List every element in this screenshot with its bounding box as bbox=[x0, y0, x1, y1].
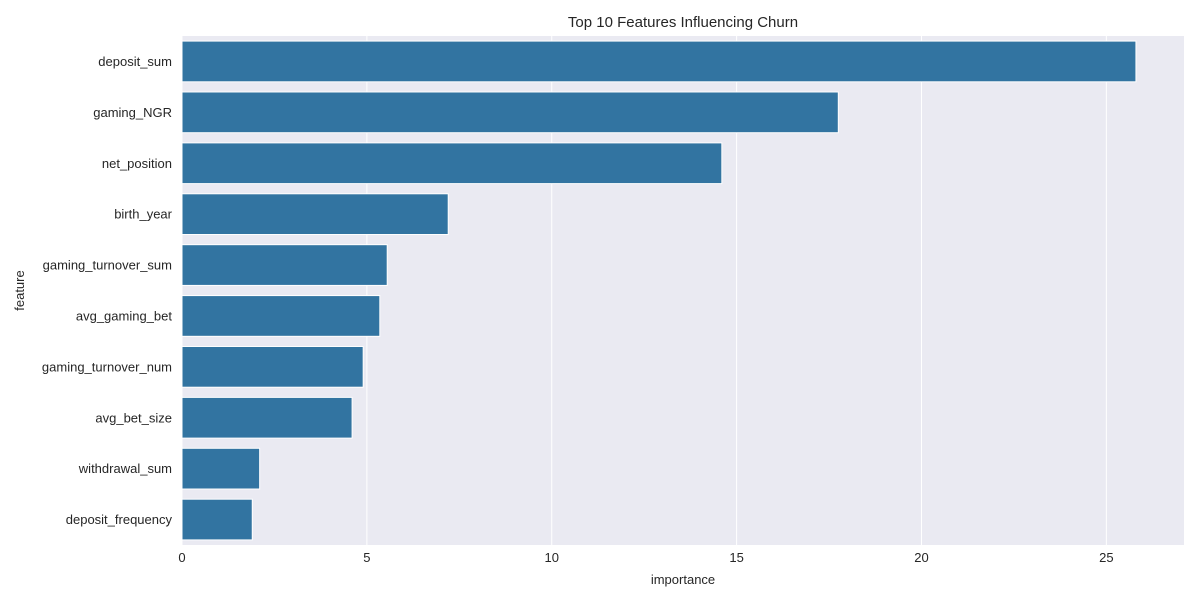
y-tick-label: gaming_turnover_num bbox=[42, 359, 172, 374]
x-axis-label: importance bbox=[651, 572, 715, 587]
x-tick-label: 5 bbox=[363, 550, 370, 565]
x-tick-labels: 0 5 10 15 20 25 bbox=[178, 550, 1113, 565]
x-tick-label: 20 bbox=[914, 550, 928, 565]
y-tick-label: deposit_frequency bbox=[66, 512, 173, 527]
y-tick-labels: deposit_sum gaming_NGR net_position birth_y… bbox=[42, 54, 173, 527]
bar-gaming-NGR bbox=[181, 91, 839, 134]
y-tick-label: withdrawal_sum bbox=[78, 461, 172, 476]
bar-gaming-turnover-sum bbox=[181, 244, 388, 286]
y-tick-label: gaming_NGR bbox=[93, 105, 172, 120]
bar-birth-year bbox=[181, 193, 449, 236]
x-tick-label: 15 bbox=[729, 550, 743, 565]
x-tick-label: 25 bbox=[1099, 550, 1113, 565]
chart-title: Top 10 Features Influencing Churn bbox=[568, 14, 798, 31]
bar-withdrawal-sum bbox=[181, 447, 261, 490]
x-tick-label: 0 bbox=[178, 550, 185, 565]
y-axis-label: feature bbox=[12, 270, 27, 310]
bar-avg-gaming-bet bbox=[181, 295, 381, 337]
y-tick-label: gaming_turnover_sum bbox=[43, 258, 172, 273]
bar-net-position bbox=[181, 142, 723, 185]
y-tick-label: net_position bbox=[102, 156, 172, 171]
y-tick-label: birth_year bbox=[114, 207, 172, 222]
bar-avg-bet-size bbox=[181, 396, 353, 439]
x-tick-label: 10 bbox=[545, 550, 559, 565]
bar-deposit-frequency bbox=[181, 498, 253, 541]
y-tick-label: avg_gaming_bet bbox=[76, 308, 173, 323]
y-tick-label: deposit_sum bbox=[98, 54, 172, 69]
bars bbox=[181, 40, 1137, 541]
y-tick-label: avg_bet_size bbox=[95, 410, 172, 425]
bar-deposit-sum bbox=[181, 40, 1137, 83]
bar-gaming-turnover-num bbox=[181, 345, 364, 388]
